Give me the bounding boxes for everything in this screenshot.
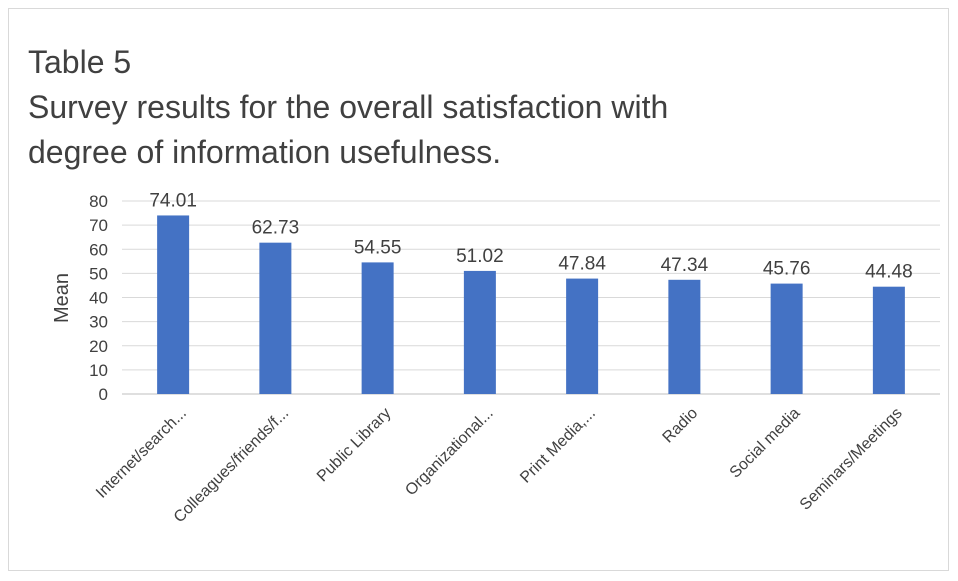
bar — [259, 242, 292, 394]
bar — [872, 286, 905, 394]
y-tick-label: 30 — [89, 313, 108, 332]
data-label: 44.48 — [865, 262, 913, 283]
category-label: Internet/search... — [93, 405, 190, 502]
category-label: Social media — [727, 405, 804, 482]
bar — [770, 283, 803, 394]
data-label: 47.84 — [558, 254, 606, 275]
data-labels: 74.01 62.73 54.55 51.02 47.84 47.34 45.76 44.48 — [149, 190, 912, 282]
data-label: 62.73 — [252, 218, 300, 239]
title-line-3: degree of information usefulness. — [28, 134, 502, 170]
data-label: 47.34 — [661, 255, 709, 276]
y-tick-label: 80 — [89, 192, 108, 211]
category-labels: Internet/search...Colleagues/friends/f..… — [93, 405, 906, 527]
y-tick-label: 70 — [89, 216, 108, 235]
bar — [361, 262, 394, 394]
data-label: 74.01 — [149, 190, 197, 211]
category-label: Public Library — [314, 405, 395, 486]
bars — [157, 215, 905, 394]
y-axis-label: Mean — [51, 273, 73, 323]
bar — [463, 270, 496, 394]
bar — [566, 278, 599, 394]
data-label: 45.76 — [763, 259, 811, 280]
bar — [157, 215, 190, 394]
y-tick-label: 40 — [89, 289, 108, 308]
y-tick-label: 0 — [99, 385, 108, 404]
chart-title: Table 5 Survey results for the overall s… — [28, 40, 668, 175]
y-tick-label: 10 — [89, 361, 108, 380]
y-tick-label: 60 — [89, 240, 108, 259]
y-tick-label: 50 — [89, 264, 108, 283]
y-tick-label: 20 — [89, 337, 108, 356]
category-label: Seminars/Meetings — [797, 405, 906, 514]
title-line-2: Survey results for the overall satisfact… — [28, 89, 669, 125]
category-label: Radio — [660, 405, 702, 447]
bar — [668, 279, 701, 394]
y-tick-labels: 0 10 20 30 40 50 60 70 80 — [89, 192, 108, 404]
category-label: Print Media,... — [517, 405, 599, 487]
category-label: Organizational... — [402, 405, 496, 499]
category-label: Colleagues/friends/f... — [171, 405, 292, 526]
gridlines — [122, 200, 940, 395]
data-label: 51.02 — [456, 246, 504, 267]
title-line-1: Table 5 — [28, 44, 132, 80]
data-label: 54.55 — [354, 237, 402, 258]
